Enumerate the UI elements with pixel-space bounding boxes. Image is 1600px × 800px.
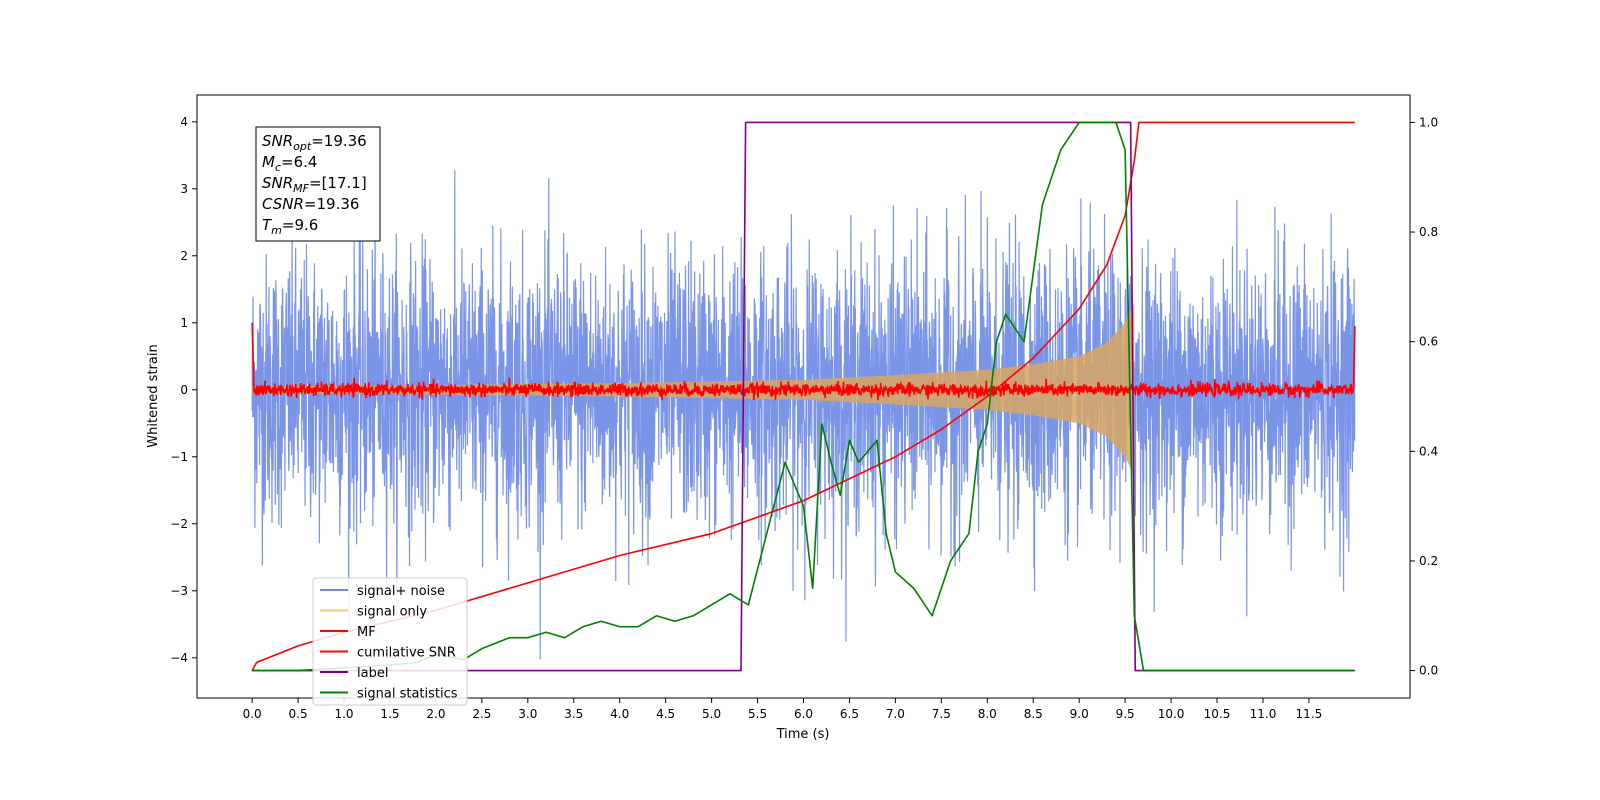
y-tick-label-right: 0.6 bbox=[1419, 335, 1438, 349]
y-tick-label-left: −1 bbox=[170, 450, 188, 464]
info-box-frame bbox=[255, 126, 381, 242]
x-tick-label: 11.5 bbox=[1296, 707, 1323, 721]
info-line: CSNR=19.36 bbox=[262, 195, 359, 213]
y-tick-label-left: 4 bbox=[180, 115, 188, 129]
legend-entry: cumilative SNR bbox=[357, 646, 456, 661]
x-tick-label: 5.0 bbox=[702, 707, 721, 721]
x-tick-label: 3.0 bbox=[518, 707, 537, 721]
x-tick-label: 8.0 bbox=[978, 707, 997, 721]
y-tick-label-left: −2 bbox=[170, 517, 188, 531]
x-axis-title: Time (s) bbox=[776, 727, 830, 742]
x-tick-label: 10.5 bbox=[1204, 707, 1231, 721]
x-tick-label: 6.0 bbox=[794, 707, 813, 721]
legend-entry: label bbox=[357, 666, 388, 681]
y-axis-left: 4 3 2 1 0 −1 −2 −3 −4 bbox=[170, 115, 197, 665]
y-tick-label-left: 0 bbox=[180, 383, 188, 397]
info-line: Tm=9.6 bbox=[262, 216, 318, 237]
x-tick-label: 3.5 bbox=[564, 707, 583, 721]
x-tick-label: 7.0 bbox=[886, 707, 905, 721]
legend-entry: MF bbox=[357, 625, 376, 640]
x-tick-label: 5.5 bbox=[748, 707, 767, 721]
legend-frame bbox=[312, 577, 468, 706]
x-tick-label: 1.0 bbox=[334, 707, 353, 721]
y-tick-label-right: 0.8 bbox=[1419, 225, 1438, 239]
y-tick-label-right: 0.0 bbox=[1419, 664, 1438, 678]
legend-entry: signal+ noise bbox=[357, 584, 445, 599]
y-tick-label-right: 1.0 bbox=[1419, 115, 1438, 129]
y-axis-title: Whitened strain bbox=[146, 344, 161, 447]
y-axis-right: 1.0 0.8 0.6 0.4 0.2 0.0 bbox=[1410, 115, 1438, 678]
y-tick-label-right: 0.2 bbox=[1419, 554, 1438, 568]
info-line: SNRopt=19.36 bbox=[262, 132, 367, 153]
x-tick-label: 0.5 bbox=[289, 707, 308, 721]
info-line: Mc=6.4 bbox=[262, 153, 317, 174]
y-tick-label-left: −3 bbox=[170, 584, 188, 598]
x-tick-label: 10.0 bbox=[1158, 707, 1185, 721]
legend-entry: signal only bbox=[357, 605, 427, 620]
x-tick-label: 8.5 bbox=[1024, 707, 1043, 721]
x-tick-label: 9.0 bbox=[1070, 707, 1089, 721]
x-tick-label: 11.0 bbox=[1250, 707, 1277, 721]
y-tick-label-left: −4 bbox=[170, 651, 188, 665]
x-tick-label: 2.5 bbox=[472, 707, 491, 721]
y-tick-label-left: 3 bbox=[180, 182, 188, 196]
series-signal-statistics bbox=[252, 121, 1355, 672]
x-axis: 0.0 0.5 1.0 1.5 2.0 2.5 3.0 3.5 4.0 4.5 5.0 5.5 6.0 6… bbox=[243, 698, 1323, 721]
y-tick-label-left: 2 bbox=[180, 249, 188, 263]
x-tick-label: 4.5 bbox=[656, 707, 675, 721]
series-mf bbox=[251, 322, 1356, 401]
x-tick-label: 1.5 bbox=[380, 707, 399, 721]
legend-entry: signal statistics bbox=[357, 687, 458, 702]
x-tick-label: 0.0 bbox=[243, 707, 262, 721]
x-tick-label: 7.5 bbox=[932, 707, 951, 721]
legend: signal+ noise signal only MF cumilative SNR… bbox=[312, 577, 468, 706]
x-tick-label: 4.0 bbox=[610, 707, 629, 721]
y-tick-label-left: 1 bbox=[180, 316, 188, 330]
x-tick-label: 2.0 bbox=[426, 707, 445, 721]
x-tick-label: 9.5 bbox=[1116, 707, 1135, 721]
info-box: SNRopt=19.36Mc=6.4SNRMF=[17.1]CSNR=19.36… bbox=[255, 126, 381, 242]
x-tick-label: 6.5 bbox=[840, 707, 859, 721]
y-tick-label-right: 0.4 bbox=[1419, 444, 1438, 458]
info-line: SNRMF=[17.1] bbox=[262, 174, 367, 195]
